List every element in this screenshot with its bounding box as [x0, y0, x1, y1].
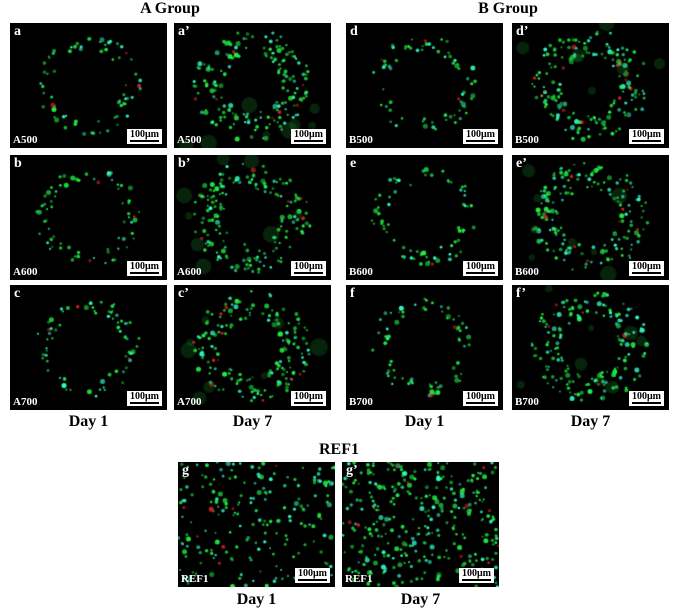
day1-label-b: Day 1 — [404, 413, 445, 430]
micrograph-panel: e’ B600 100μm — [512, 155, 669, 280]
scale-bar-text: 100μm — [466, 129, 495, 142]
fluorescence-image — [342, 462, 499, 587]
micrograph-panel: b’ A600 100μm — [174, 155, 331, 280]
sample-label: A700 — [177, 396, 202, 408]
micrograph-panel: f B700 100μm — [346, 285, 503, 410]
scale-bar: 100μm — [629, 391, 664, 406]
scale-bar-text: 100μm — [130, 129, 159, 142]
scale-bar-text: 100μm — [632, 261, 661, 274]
scale-bar-text: 100μm — [294, 391, 323, 404]
scale-bar: 100μm — [291, 261, 326, 276]
scale-bar-text: 100μm — [294, 261, 323, 274]
scale-bar: 100μm — [459, 568, 494, 583]
sample-label: B500 — [349, 134, 373, 146]
fluorescence-image — [512, 155, 669, 280]
scale-bar: 100μm — [463, 261, 498, 276]
sample-label: A700 — [13, 396, 38, 408]
sample-label: REF1 — [345, 573, 373, 585]
a-group-title: A Group — [140, 0, 200, 17]
sample-label: B500 — [515, 134, 539, 146]
micrograph-panel: c’ A700 100μm — [174, 285, 331, 410]
fluorescence-image — [10, 285, 167, 410]
sample-label: A500 — [13, 134, 38, 146]
panel-label: c — [14, 286, 21, 301]
fluorescence-image — [10, 155, 167, 280]
sample-label: REF1 — [181, 573, 209, 585]
micrograph-panel: c A700 100μm — [10, 285, 167, 410]
scale-bar: 100μm — [463, 129, 498, 144]
b-group-title: B Group — [478, 0, 538, 17]
scale-bar: 100μm — [127, 261, 162, 276]
panel-label: d’ — [516, 24, 529, 39]
sample-label: A500 — [177, 134, 202, 146]
panel-label: d — [350, 24, 358, 39]
panel-label: c’ — [178, 286, 189, 301]
scale-bar-text: 100μm — [130, 391, 159, 404]
scale-bar-text: 100μm — [466, 261, 495, 274]
micrograph-panel: g’ REF1 100μm — [342, 462, 499, 587]
scale-bar: 100μm — [291, 391, 326, 406]
day7-label-ref: Day 7 — [400, 591, 441, 608]
scale-bar: 100μm — [127, 129, 162, 144]
fluorescence-image — [174, 285, 331, 410]
panel-label: f’ — [516, 286, 527, 301]
day7-label-b: Day 7 — [570, 413, 611, 430]
panel-label: g — [182, 463, 189, 478]
scale-bar-text: 100μm — [294, 129, 323, 142]
sample-label: B700 — [515, 396, 539, 408]
sample-label: A600 — [13, 266, 38, 278]
fluorescence-image — [178, 462, 335, 587]
fluorescence-image — [174, 155, 331, 280]
fluorescence-image — [346, 155, 503, 280]
micrograph-panel: g REF1 100μm — [178, 462, 335, 587]
day1-label-a: Day 1 — [68, 413, 109, 430]
sample-label: B700 — [349, 396, 373, 408]
panel-label: a — [14, 24, 21, 39]
scale-bar: 100μm — [295, 568, 330, 583]
fluorescence-image — [10, 23, 167, 148]
scale-bar-text: 100μm — [298, 568, 327, 581]
panel-label: f — [350, 286, 355, 301]
micrograph-panel: d’ B500 100μm — [512, 23, 669, 148]
sample-label: A600 — [177, 266, 202, 278]
micrograph-panel: a’ A500 100μm — [174, 23, 331, 148]
scale-bar-text: 100μm — [462, 568, 491, 581]
fluorescence-image — [346, 285, 503, 410]
day1-label-ref: Day 1 — [236, 591, 277, 608]
scale-bar-text: 100μm — [466, 391, 495, 404]
sample-label: B600 — [349, 266, 373, 278]
micrograph-panel: b A600 100μm — [10, 155, 167, 280]
panel-label: e’ — [516, 156, 527, 171]
scale-bar: 100μm — [291, 129, 326, 144]
scale-bar: 100μm — [463, 391, 498, 406]
sample-label: B600 — [515, 266, 539, 278]
scale-bar: 100μm — [127, 391, 162, 406]
scale-bar: 100μm — [629, 261, 664, 276]
panel-label: b — [14, 156, 22, 171]
scale-bar-text: 100μm — [632, 129, 661, 142]
ref-group-title: REF1 — [319, 441, 359, 458]
panel-label: a’ — [178, 24, 190, 39]
panel-label: b’ — [178, 156, 191, 171]
day7-label-a: Day 7 — [232, 413, 273, 430]
panel-label: e — [350, 156, 357, 171]
scale-bar-text: 100μm — [632, 391, 661, 404]
panel-label: g’ — [346, 463, 358, 478]
micrograph-panel: f’ B700 100μm — [512, 285, 669, 410]
fluorescence-image — [346, 23, 503, 148]
micrograph-panel: d B500 100μm — [346, 23, 503, 148]
scale-bar: 100μm — [629, 129, 664, 144]
scale-bar-text: 100μm — [130, 261, 159, 274]
fluorescence-image — [512, 285, 669, 410]
micrograph-panel: e B600 100μm — [346, 155, 503, 280]
fluorescence-image — [512, 23, 669, 148]
fluorescence-image — [174, 23, 331, 148]
micrograph-panel: a A500 100μm — [10, 23, 167, 148]
